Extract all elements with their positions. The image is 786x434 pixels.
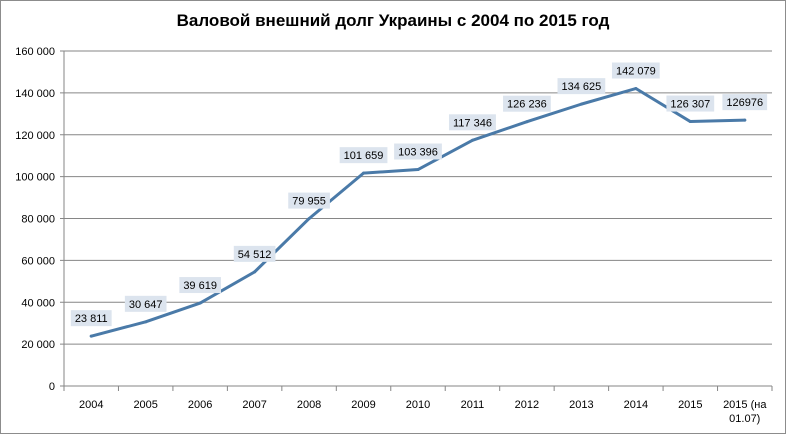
data-point bbox=[634, 87, 638, 91]
data-label: 23 811 bbox=[70, 310, 112, 327]
x-tick-label: 2007 bbox=[242, 399, 266, 411]
data-label-bg bbox=[503, 95, 551, 112]
data-label-bg bbox=[666, 95, 715, 112]
y-tick-label: 160 000 bbox=[15, 46, 55, 58]
data-label-bg bbox=[179, 277, 221, 294]
data-label-text: 126 307 bbox=[670, 99, 710, 111]
data-label-bg bbox=[339, 147, 388, 164]
data-label: 126 236 bbox=[503, 95, 551, 112]
data-label-bg bbox=[611, 62, 660, 79]
data-label-text: 126976 bbox=[726, 97, 763, 109]
data-point bbox=[416, 168, 420, 172]
data-label-bg bbox=[233, 245, 276, 262]
series-line bbox=[89, 87, 747, 338]
x-tick-label: 2014 bbox=[624, 399, 648, 411]
data-label-text: 30 647 bbox=[129, 299, 163, 311]
data-label-text: 23 811 bbox=[75, 313, 108, 325]
data-label-bg bbox=[288, 192, 330, 209]
data-point bbox=[89, 334, 93, 338]
data-label: 79 955 bbox=[288, 192, 330, 209]
y-tick-label: 140 000 bbox=[15, 88, 55, 100]
data-point bbox=[144, 320, 148, 324]
x-tick-label: 2013 bbox=[569, 399, 593, 411]
data-label-text: 117 346 bbox=[453, 117, 492, 129]
y-tick-label: 120 000 bbox=[15, 130, 55, 142]
y-tick-label: 0 bbox=[49, 381, 55, 393]
y-tick-label: 60 000 bbox=[21, 255, 55, 267]
y-tick-label: 20 000 bbox=[21, 339, 55, 351]
data-label: 54 512 bbox=[233, 245, 276, 262]
data-label-text: 54 512 bbox=[238, 249, 272, 261]
data-label-bg bbox=[394, 143, 442, 160]
data-label-text: 103 396 bbox=[398, 147, 438, 159]
data-label-text: 142 079 bbox=[616, 66, 656, 78]
x-tick-label: 2009 bbox=[351, 399, 375, 411]
data-label: 30 647 bbox=[124, 295, 167, 312]
x-tick-label: 2012 bbox=[515, 399, 539, 411]
data-label-text: 79 955 bbox=[292, 196, 326, 208]
data-point bbox=[743, 118, 747, 122]
data-label-text: 134 625 bbox=[562, 81, 602, 93]
data-point bbox=[253, 270, 257, 274]
data-label: 134 625 bbox=[557, 78, 606, 95]
data-label: 126 307 bbox=[666, 95, 715, 112]
data-point bbox=[525, 120, 529, 124]
data-point bbox=[470, 138, 474, 142]
x-tick-label: 2006 bbox=[188, 399, 212, 411]
x-tick-label: 2010 bbox=[406, 399, 430, 411]
chart-title: Валовой внешний долг Украины с 2004 по 2… bbox=[176, 11, 610, 30]
data-label-text: 101 659 bbox=[344, 150, 384, 162]
data-label: 39 619 bbox=[179, 277, 221, 294]
data-label: 103 396 bbox=[394, 143, 442, 160]
x-tick-label: 2015 bbox=[678, 399, 702, 411]
data-label: 126976 bbox=[722, 94, 768, 111]
data-label-bg bbox=[70, 310, 112, 327]
data-point bbox=[579, 102, 583, 106]
y-tick-label: 100 000 bbox=[15, 172, 55, 184]
data-label: 142 079 bbox=[611, 62, 660, 79]
data-point bbox=[688, 120, 692, 124]
data-label-bg bbox=[124, 295, 167, 312]
data-label-text: 126 236 bbox=[507, 99, 547, 111]
data-label-text: 39 619 bbox=[183, 280, 217, 292]
data-point bbox=[198, 301, 202, 305]
data-label: 101 659 bbox=[339, 147, 388, 164]
y-tick-label: 40 000 bbox=[21, 297, 55, 309]
data-label-bg bbox=[448, 114, 496, 131]
data-point bbox=[307, 217, 311, 221]
x-tick-label: 2015 (на bbox=[723, 399, 767, 411]
x-tick-label: 2008 bbox=[297, 399, 321, 411]
x-tick-label: 2005 bbox=[133, 399, 157, 411]
x-tick-label: 01.07) bbox=[729, 413, 760, 425]
y-tick-label: 80 000 bbox=[21, 214, 55, 226]
data-point bbox=[362, 171, 366, 175]
x-tick-label: 2011 bbox=[461, 399, 485, 411]
data-label-bg bbox=[557, 78, 606, 95]
data-label-bg bbox=[722, 94, 768, 111]
data-label: 117 346 bbox=[448, 114, 496, 131]
x-tick-label: 2004 bbox=[79, 399, 103, 411]
